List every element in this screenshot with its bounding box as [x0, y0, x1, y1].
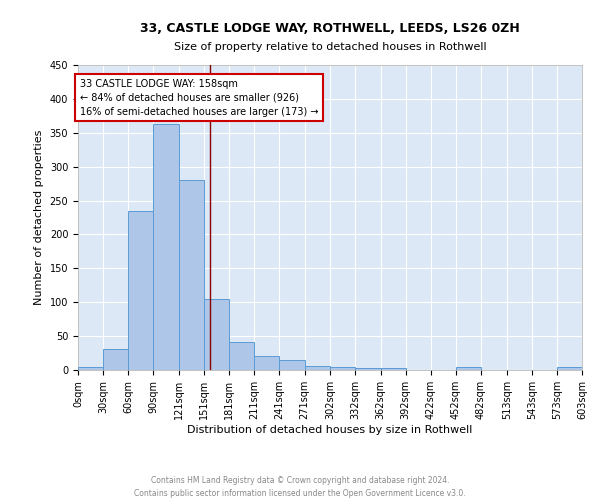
- Bar: [380, 368, 406, 370]
- Y-axis label: Number of detached properties: Number of detached properties: [34, 130, 44, 305]
- Text: Contains HM Land Registry data © Crown copyright and database right 2024.
Contai: Contains HM Land Registry data © Crown c…: [134, 476, 466, 498]
- Text: 33 CASTLE LODGE WAY: 158sqm
← 84% of detached houses are smaller (926)
16% of se: 33 CASTLE LODGE WAY: 158sqm ← 84% of det…: [80, 78, 318, 116]
- Bar: [229, 342, 254, 370]
- Bar: [128, 210, 153, 370]
- Bar: [254, 356, 280, 370]
- Bar: [103, 349, 128, 370]
- Bar: [179, 180, 204, 370]
- Bar: [331, 368, 355, 370]
- Bar: [355, 368, 380, 370]
- Bar: [78, 368, 103, 370]
- Bar: [557, 368, 582, 370]
- Bar: [305, 366, 331, 370]
- Bar: [204, 299, 229, 370]
- Bar: [153, 124, 179, 370]
- Bar: [456, 368, 481, 370]
- Bar: [280, 360, 305, 370]
- Text: Size of property relative to detached houses in Rothwell: Size of property relative to detached ho…: [173, 42, 487, 52]
- Text: 33, CASTLE LODGE WAY, ROTHWELL, LEEDS, LS26 0ZH: 33, CASTLE LODGE WAY, ROTHWELL, LEEDS, L…: [140, 22, 520, 36]
- X-axis label: Distribution of detached houses by size in Rothwell: Distribution of detached houses by size …: [187, 424, 473, 434]
